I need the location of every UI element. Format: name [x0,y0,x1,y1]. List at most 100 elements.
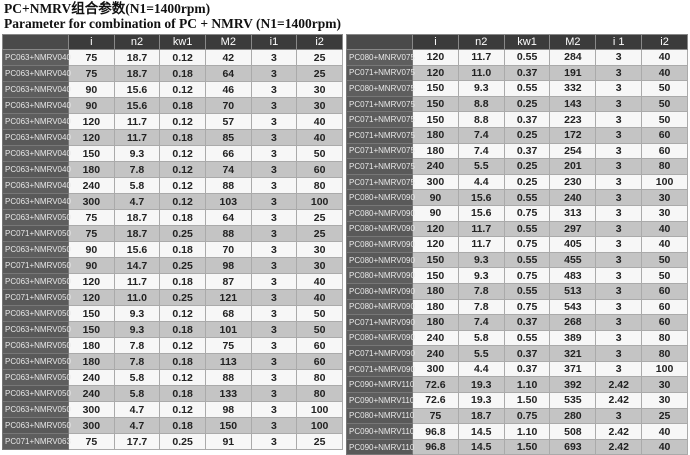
cell-i1: 3 [595,173,643,191]
cell-m2: 88 [204,369,252,386]
cell-i2: 30 [641,204,688,222]
cell-i1: 3 [595,64,643,82]
cell-m2: 70 [204,97,252,114]
cell-i2: 50 [641,95,688,113]
table-row: PC071+NMRV050 120 11.0 0.25 121 3 40 [2,289,343,306]
title-chinese: PC+NMRV组合参数(N1=1400rpm) [4,1,211,16]
table-row: PC080+NMRV110 75 18.7 0.75 280 3 25 [346,407,688,425]
cell-n2: 9.3 [113,321,161,338]
cell-kw1: 0.12 [159,193,206,210]
table-row: PC080+NMRV090 150 9.3 0.55 455 3 50 [346,251,688,269]
cell-n2: 15.6 [457,189,505,206]
cell-model: PC071+NMRV050 [2,225,71,242]
cell-kw1: 0.75 [503,407,551,425]
cell-model: PC080+NMRV090 [346,282,415,300]
cell-n2: 11.7 [457,220,505,238]
cell-i2: 50 [641,267,688,284]
cell-m2: 321 [549,345,597,362]
cell-i1: 3 [250,65,298,82]
cell-model: PC063+NMRV050 [2,273,71,290]
table-row: PC063+NMRV040 150 9.3 0.12 66 3 50 [2,145,343,162]
cell-i: 180 [412,126,459,144]
cell-i1: 3 [250,353,298,370]
header-i: i [68,34,115,50]
cell-i: 120 [412,49,459,66]
cell-m2: 85 [204,129,252,146]
cell-i2: 40 [641,49,688,66]
cell-i2: 80 [641,345,688,362]
cell-model: PC063+NMRV050 [2,385,71,402]
cell-i: 180 [68,337,115,354]
cell-model: PC063+NMRV040 [2,177,71,194]
cell-model: PC090+NMRV110 [346,423,414,440]
cell-m2: 535 [549,392,597,409]
cell-model: PC063+NMRV040 [2,193,71,210]
header-i2: i2 [296,34,343,50]
cell-i1: 3 [250,193,298,210]
cell-i: 150 [412,267,459,284]
cell-model: PC071+NMRV090 [346,345,415,362]
cell-i: 90 [412,189,459,206]
cell-kw1: 0.37 [503,142,551,160]
cell-m2: 42 [204,49,252,66]
table-row: PC063+NMRV050 120 11.7 0.18 87 3 40 [2,273,343,290]
cell-kw1: 0.55 [503,220,551,238]
cell-i1: 3 [250,241,298,258]
cell-i: 240 [68,177,115,194]
cell-kw1: 0.55 [503,80,551,97]
cell-i2: 40 [641,438,688,455]
cell-m2: 405 [549,236,597,253]
cell-m2: 455 [549,251,597,269]
cell-n2: 5.8 [113,177,161,194]
cell-i: 120 [412,220,459,238]
cell-n2: 7.8 [113,353,161,370]
cell-n2: 18.7 [113,209,161,226]
table-row: PC063+NMRV040 75 18.7 0.12 42 3 25 [2,49,343,66]
cell-n2: 18.7 [113,225,161,242]
cell-kw1: 0.12 [159,337,206,354]
cell-i2: 100 [296,193,343,210]
cell-n2: 15.6 [113,97,161,114]
header-i: i [412,34,459,50]
table-row: PC071+NMRV075 150 8.8 0.37 223 3 50 [346,111,688,128]
cell-i2: 50 [296,145,343,162]
cell-i: 150 [68,305,115,322]
cell-i1: 3 [595,204,643,222]
cell-kw1: 0.18 [159,385,206,402]
cell-i: 240 [412,329,459,347]
cell-i: 75 [68,209,115,226]
cell-m2: 88 [204,177,252,194]
cell-i1: 3 [595,80,643,97]
cell-kw1: 0.37 [503,360,551,378]
cell-m2: 113 [204,353,252,370]
cell-m2: 64 [204,65,252,82]
cell-model: PC071+NMRV075 [346,64,415,82]
cell-model: PC090+NMRV110 [346,392,414,409]
cell-i2: 100 [641,173,688,191]
cell-i1: 3 [250,401,298,418]
cell-i1: 3 [595,407,643,425]
cell-i: 75 [68,433,115,450]
cell-i1: 3 [595,282,643,300]
cell-i2: 60 [296,161,343,178]
cell-i2: 80 [641,158,688,175]
cell-i: 150 [68,321,115,338]
cell-i: 72.6 [412,392,459,409]
cell-i: 120 [68,289,115,306]
header-i1: i1 [250,34,298,50]
cell-i: 150 [412,95,459,113]
cell-n2: 7.8 [113,337,161,354]
cell-i1: 3 [595,314,643,331]
cell-i1: 3 [250,257,298,274]
table-row: PC063+NMRV050 150 9.3 0.12 68 3 50 [2,305,343,322]
cell-kw1: 0.12 [159,49,206,66]
cell-m2: 371 [549,360,597,378]
cell-m2: 332 [549,80,597,97]
cell-i1: 3 [250,337,298,354]
cell-kw1: 0.75 [503,267,551,284]
cell-n2: 18.7 [113,65,161,82]
table-row: PC080+NMRV090 180 7.8 0.75 543 3 60 [346,298,688,316]
cell-i2: 25 [296,433,343,450]
cell-i1: 3 [595,95,643,113]
cell-i: 120 [412,64,459,82]
